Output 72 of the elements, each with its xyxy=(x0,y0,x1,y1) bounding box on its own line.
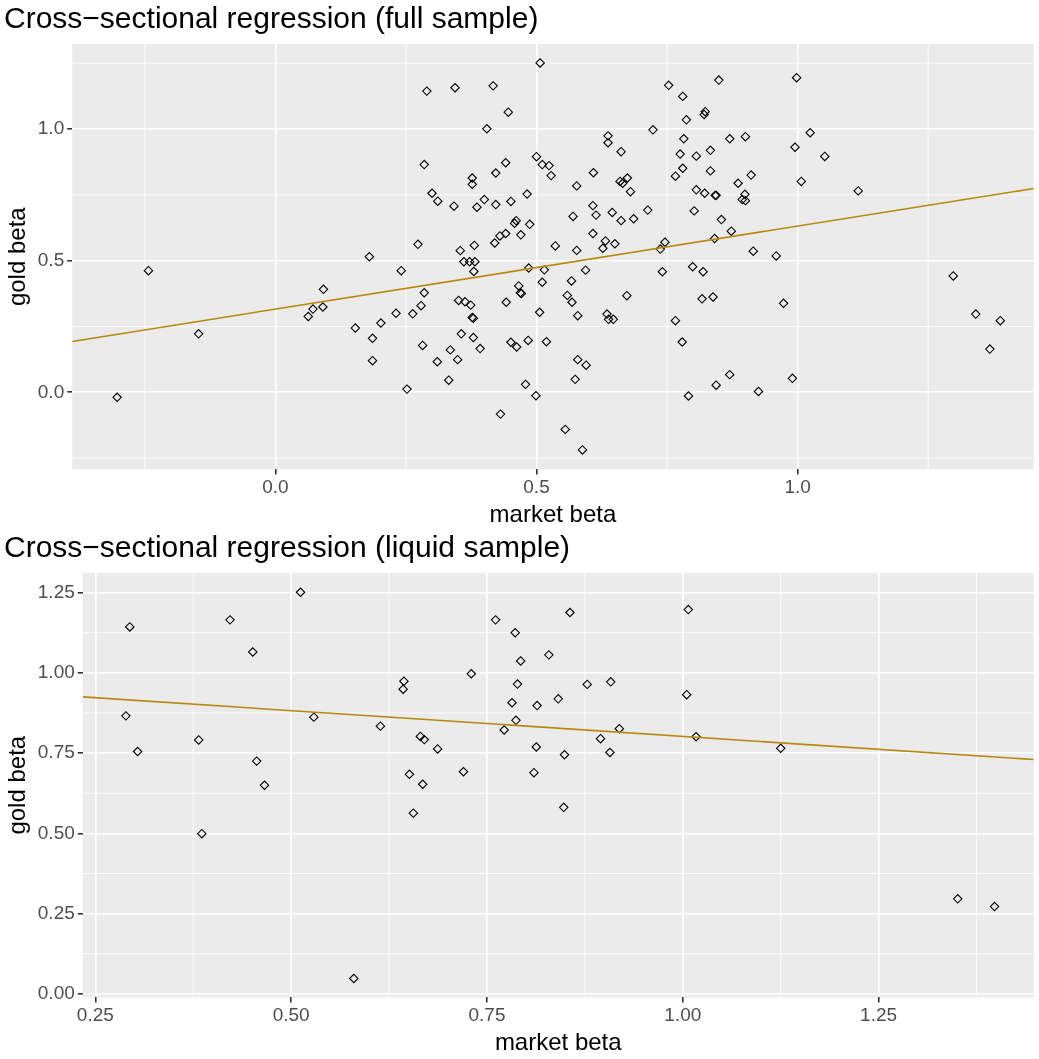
point xyxy=(309,712,319,722)
point xyxy=(193,735,204,745)
x-tick-label: 1.0 xyxy=(784,476,811,498)
point xyxy=(399,676,409,686)
point xyxy=(466,669,477,679)
chart-title: Cross−sectional regression (full sample) xyxy=(4,1,539,35)
point xyxy=(197,828,207,839)
x-axis-title: market beta xyxy=(489,500,617,528)
point xyxy=(375,721,386,731)
point xyxy=(225,615,235,625)
point xyxy=(515,656,526,666)
point xyxy=(248,647,258,657)
point xyxy=(259,780,270,790)
point xyxy=(559,749,570,760)
point xyxy=(565,607,575,618)
point xyxy=(408,808,419,818)
point xyxy=(775,743,786,754)
x-tick-label: 0.0 xyxy=(262,476,289,498)
point xyxy=(499,725,509,735)
x-tick-label: 1.00 xyxy=(664,1004,702,1026)
point xyxy=(507,697,517,708)
point xyxy=(417,779,428,789)
point xyxy=(349,973,359,984)
point xyxy=(419,734,430,745)
y-tick-label: 0.25 xyxy=(37,901,75,923)
point xyxy=(544,650,554,660)
point xyxy=(458,766,469,777)
point xyxy=(691,731,701,742)
point xyxy=(295,587,306,598)
point xyxy=(681,689,692,700)
point xyxy=(683,604,694,615)
y-tick-label: 1.00 xyxy=(37,661,75,683)
point xyxy=(511,715,521,726)
point xyxy=(605,677,616,687)
point xyxy=(415,731,426,742)
y-tick-label: 0.50 xyxy=(37,821,75,843)
x-tick-label: 1.25 xyxy=(860,1004,898,1026)
x-tick-label: 0.75 xyxy=(468,1004,506,1026)
point xyxy=(582,679,592,690)
x-tick-label: 0.50 xyxy=(272,1004,310,1026)
y-axis-title: gold beta xyxy=(3,206,31,307)
point xyxy=(553,694,563,704)
point xyxy=(398,684,408,694)
point xyxy=(510,627,520,638)
y-tick-label: 0.75 xyxy=(37,741,75,763)
point xyxy=(125,622,135,632)
x-tick-label: 0.25 xyxy=(76,1004,114,1026)
point xyxy=(558,802,569,813)
point xyxy=(432,744,443,754)
point xyxy=(490,615,501,625)
x-tick-label: 0.5 xyxy=(523,476,550,498)
point xyxy=(595,733,606,744)
point xyxy=(531,742,542,752)
y-axis-title: gold beta xyxy=(3,735,31,835)
y-tick-label: 0.00 xyxy=(37,982,75,1004)
y-tick-label: 1.0 xyxy=(37,117,65,139)
point xyxy=(605,747,615,758)
x-axis-title: market beta xyxy=(494,1028,623,1056)
point xyxy=(952,894,963,904)
point xyxy=(532,700,542,711)
point xyxy=(529,767,539,778)
point xyxy=(614,723,625,734)
y-tick-label: 0.5 xyxy=(37,248,65,270)
point xyxy=(132,746,143,757)
point xyxy=(989,901,1000,912)
point xyxy=(404,769,415,780)
y-tick-label: 0.0 xyxy=(37,380,65,402)
point xyxy=(512,679,523,689)
point xyxy=(251,756,262,766)
chart-title: Cross−sectional regression (liquid sample) xyxy=(4,530,571,564)
point xyxy=(121,711,131,721)
y-tick-label: 1.25 xyxy=(37,580,75,602)
